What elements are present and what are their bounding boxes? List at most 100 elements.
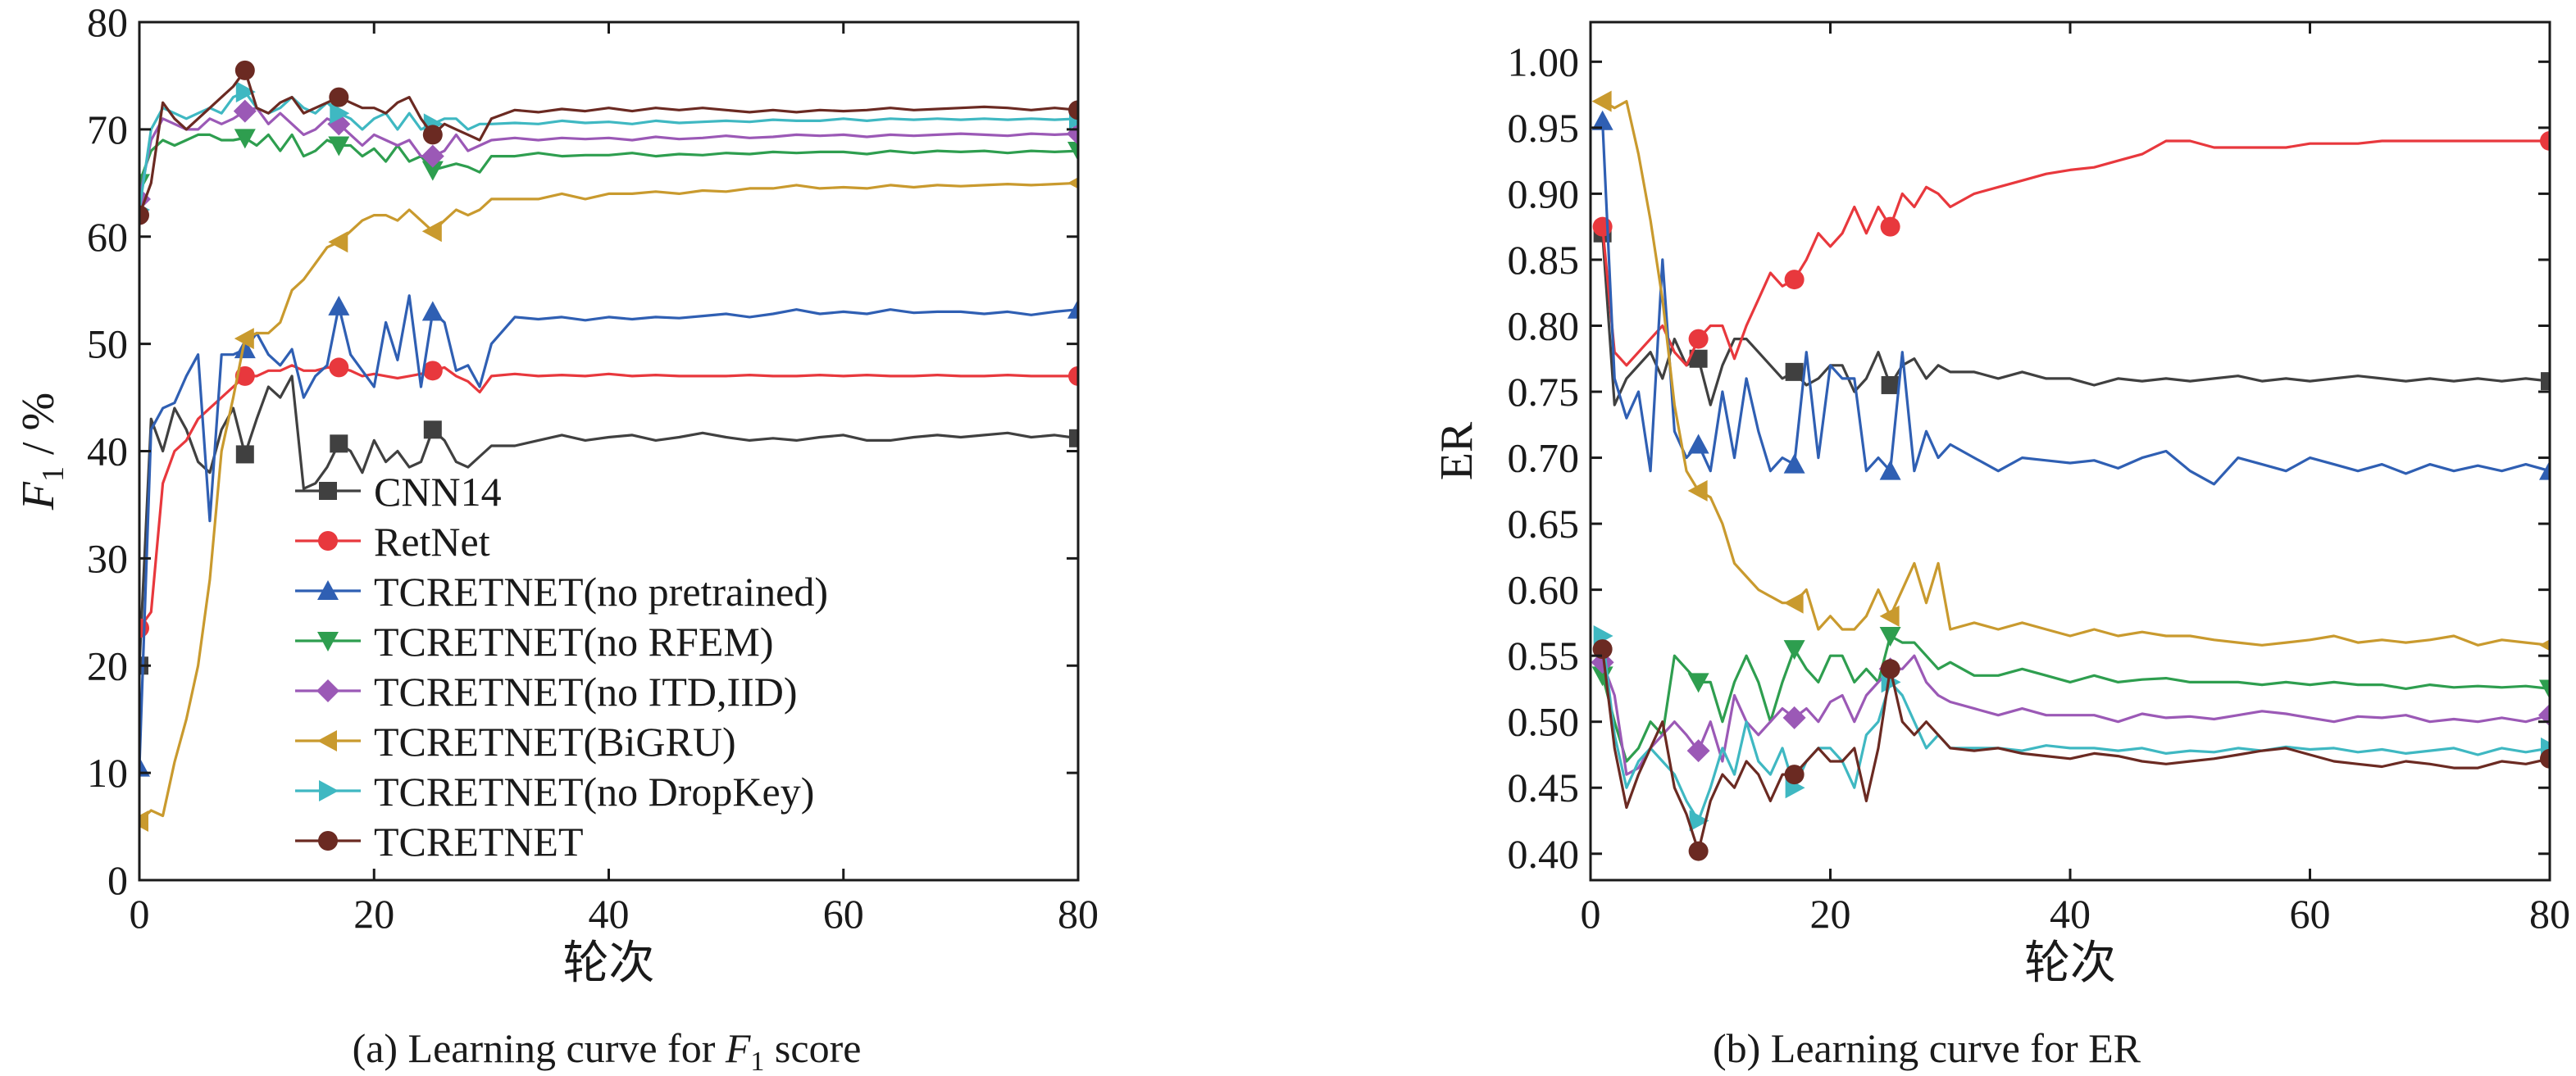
y-tick-label: 70 — [87, 107, 128, 152]
y-tick-label: 80 — [87, 0, 128, 45]
data-point-tcretnet — [139, 205, 149, 225]
y-tick-label: 0.70 — [1508, 435, 1580, 481]
y-axis-label-a: F1 / % — [13, 393, 71, 511]
data-point-tcretnet — [1592, 639, 1613, 660]
data-point-tcretnet-bigru — [1591, 90, 1612, 112]
data-point-tcretnet-no-pretrained — [421, 301, 444, 321]
y-axis-label-sub: 1 — [36, 466, 71, 482]
data-point-tcretnet-bigru — [1879, 605, 1900, 627]
data-point-cnn14 — [235, 445, 254, 464]
series-cnn14 — [1593, 224, 2550, 406]
data-point-tcretnet-no-pretrained — [1591, 110, 1613, 130]
data-point-tcretnet-no-pretrained — [1783, 453, 1805, 474]
x-axis-label-b: 轮次 — [2024, 938, 2116, 989]
data-point-cnn14 — [423, 420, 442, 439]
series-retnet — [1592, 130, 2550, 367]
data-point-tcretnet-bigru — [328, 231, 348, 253]
series-tcretnet — [139, 60, 1078, 225]
y-tick-label: 0.50 — [1508, 699, 1580, 745]
data-point-retnet — [329, 357, 349, 378]
data-point-tcretnet — [1784, 765, 1805, 785]
legend-label: TCRETNET(no pretrained) — [374, 569, 828, 615]
data-point-retnet — [1880, 216, 1900, 237]
legend-label: TCRETNET(no ITD,IID) — [374, 669, 798, 715]
data-point-tcretnet-bigru — [139, 810, 148, 833]
series-tcretnet-bigru — [1591, 90, 2550, 652]
data-point-cnn14 — [1689, 349, 1708, 368]
data-point-retnet — [1068, 365, 1078, 386]
series-line-tcretnet — [1601, 648, 2550, 853]
x-tick-label: 60 — [2290, 891, 2331, 937]
series-tcretnet — [1592, 639, 2550, 861]
data-point-tcretnet-no-itd-iid — [421, 144, 444, 168]
series-tcretnet-no-rfem — [139, 129, 1078, 194]
data-point-retnet — [1592, 216, 1613, 237]
data-point-tcretnet-no-pretrained — [139, 756, 150, 777]
caption-a-var: F — [725, 1025, 751, 1071]
caption-a-prefix: (a) Learning curve for — [353, 1025, 726, 1071]
data-point-retnet — [422, 361, 443, 381]
y-tick-label: 0.55 — [1508, 633, 1580, 679]
data-point-tcretnet-bigru — [2539, 639, 2550, 652]
data-point-retnet — [2540, 130, 2550, 151]
data-point-tcretnet-no-rfem — [1067, 142, 1078, 162]
legend-item-tcretnet-no-dropkey: TCRETNET(no DropKey) — [295, 769, 814, 815]
y-tick-label: 0.65 — [1508, 501, 1580, 547]
caption-b: (b) Learning curve for ER — [1713, 1025, 2141, 1071]
legend-marker — [317, 580, 339, 600]
x-tick-label: 40 — [2050, 891, 2091, 937]
data-point-retnet — [234, 365, 255, 386]
x-tick-label: 60 — [823, 891, 864, 937]
data-point-tcretnet — [1880, 659, 1900, 679]
data-point-tcretnet-no-rfem — [1879, 627, 1901, 647]
series-tcretnet-no-dropkey — [1593, 625, 2550, 832]
y-tick-label: 0.85 — [1508, 237, 1580, 283]
data-point-tcretnet-no-itd-iid — [1686, 739, 1710, 763]
series-tcretnet-no-pretrained — [1591, 110, 2550, 486]
legend-item-tcretnet: TCRETNET — [295, 819, 584, 865]
y-tick-label: 0.90 — [1508, 170, 1580, 216]
legend-label: TCRETNET(no DropKey) — [374, 769, 814, 815]
y-tick-label: 0.45 — [1508, 765, 1580, 810]
data-point-tcretnet-no-pretrained — [234, 338, 256, 359]
x-tick-label: 80 — [2529, 891, 2570, 937]
data-point-tcretnet-no-pretrained — [2539, 460, 2550, 480]
x-tick-label: 20 — [353, 891, 394, 937]
y-tick-label: 30 — [87, 535, 128, 581]
series-line-tcretnet-bigru — [1601, 99, 2550, 647]
data-point-tcretnet-no-rfem — [421, 161, 444, 181]
data-point-tcretnet-no-pretrained — [328, 295, 350, 316]
legend-label: CNN14 — [374, 469, 502, 515]
x-tick-label: 40 — [589, 891, 630, 937]
data-point-tcretnet-no-dropkey — [235, 81, 256, 103]
data-point-retnet — [1688, 329, 1709, 349]
data-point-cnn14 — [1881, 375, 1900, 394]
series-group-a — [139, 60, 1078, 833]
caption-a: (a) Learning curve for F1 score — [353, 1025, 862, 1076]
y-tick-label: 60 — [87, 214, 128, 260]
x-axis-label-a: 轮次 — [563, 938, 655, 989]
data-point-cnn14 — [1069, 429, 1078, 447]
data-point-tcretnet-bigru — [421, 220, 442, 243]
data-point-tcretnet — [1688, 841, 1709, 861]
legend-label: TCRETNET(no RFEM) — [374, 619, 773, 665]
data-point-tcretnet — [422, 125, 443, 145]
legend-marker — [319, 780, 339, 801]
series-line-cnn14 — [1601, 233, 2550, 406]
data-point-tcretnet-no-itd-iid — [1067, 122, 1078, 146]
y-axis-label-suffix: / % — [13, 393, 64, 466]
data-point-tcretnet-bigru — [1687, 479, 1708, 502]
y-axis-label-var: F — [13, 481, 64, 511]
y-tick-label: 0.60 — [1508, 567, 1580, 613]
x-tick-label: 0 — [130, 891, 150, 937]
y-tick-label: 50 — [87, 321, 128, 367]
y-tick-label: 10 — [87, 750, 128, 796]
data-point-tcretnet-no-dropkey — [1689, 810, 1709, 832]
x-tick-label: 0 — [1581, 891, 1601, 937]
series-line-tcretnet-no-rfem — [139, 133, 1078, 184]
data-point-tcretnet-no-rfem — [2539, 679, 2550, 700]
series-line-tcretnet-no-dropkey — [1601, 635, 2550, 823]
y-axis-label-b: ER — [1431, 421, 1482, 480]
